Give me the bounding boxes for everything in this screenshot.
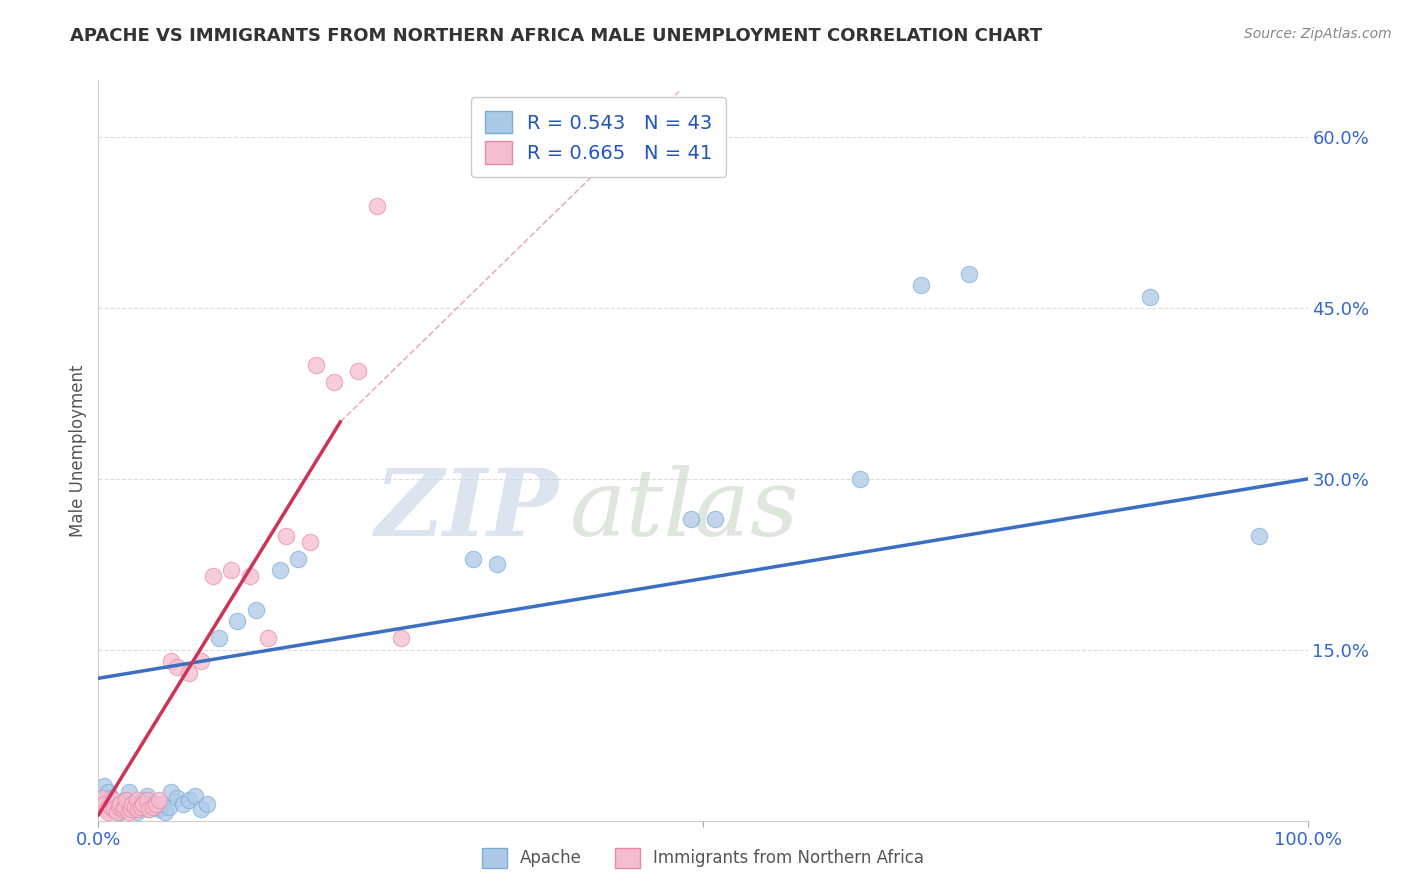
Point bbox=[1249, 529, 1271, 543]
Point bbox=[135, 793, 157, 807]
Point bbox=[153, 805, 176, 819]
Point bbox=[129, 800, 152, 814]
Point bbox=[957, 267, 980, 281]
Point bbox=[100, 790, 122, 805]
Point bbox=[157, 800, 180, 814]
Point bbox=[274, 529, 297, 543]
Point bbox=[208, 632, 231, 646]
Point bbox=[124, 797, 146, 811]
Point bbox=[93, 780, 115, 794]
Point bbox=[97, 785, 120, 799]
Point bbox=[111, 802, 134, 816]
Point bbox=[256, 632, 278, 646]
Point bbox=[299, 534, 322, 549]
Point bbox=[849, 472, 872, 486]
Point bbox=[704, 512, 727, 526]
Point bbox=[145, 797, 167, 811]
Text: atlas: atlas bbox=[569, 465, 800, 555]
Point bbox=[148, 802, 170, 816]
Text: ZIP: ZIP bbox=[374, 465, 558, 555]
Point bbox=[184, 789, 207, 803]
Legend: R = 0.543   N = 43, R = 0.665   N = 41: R = 0.543 N = 43, R = 0.665 N = 41 bbox=[471, 97, 725, 178]
Point bbox=[150, 797, 173, 811]
Point bbox=[97, 805, 120, 819]
Point bbox=[132, 797, 155, 811]
Point bbox=[179, 665, 201, 680]
Point bbox=[127, 805, 149, 819]
Point bbox=[172, 797, 194, 811]
Point bbox=[366, 198, 388, 212]
Point bbox=[245, 603, 267, 617]
Point bbox=[160, 654, 183, 668]
Point bbox=[101, 793, 124, 807]
Legend: Apache, Immigrants from Northern Africa: Apache, Immigrants from Northern Africa bbox=[475, 841, 931, 875]
Point bbox=[121, 802, 143, 816]
Point bbox=[195, 797, 218, 811]
Point bbox=[118, 785, 141, 799]
Point bbox=[323, 375, 346, 389]
Point bbox=[103, 802, 125, 816]
Point bbox=[142, 797, 165, 811]
Point bbox=[134, 793, 156, 807]
Point bbox=[389, 632, 412, 646]
Point bbox=[239, 568, 262, 582]
Point bbox=[287, 551, 309, 566]
Point bbox=[105, 802, 128, 816]
Point bbox=[108, 805, 131, 819]
Point bbox=[127, 793, 149, 807]
Point bbox=[221, 563, 243, 577]
Point bbox=[120, 802, 142, 816]
Point bbox=[121, 797, 143, 811]
Point bbox=[91, 790, 114, 805]
Point bbox=[160, 785, 183, 799]
Point bbox=[166, 660, 188, 674]
Point bbox=[127, 802, 149, 816]
Point bbox=[305, 358, 328, 372]
Text: Source: ZipAtlas.com: Source: ZipAtlas.com bbox=[1244, 27, 1392, 41]
Point bbox=[118, 805, 141, 819]
Y-axis label: Male Unemployment: Male Unemployment bbox=[69, 364, 87, 537]
Point bbox=[111, 800, 134, 814]
Point bbox=[190, 802, 212, 816]
Point bbox=[269, 563, 291, 577]
Point bbox=[679, 512, 702, 526]
Point bbox=[100, 800, 122, 814]
Point bbox=[124, 800, 146, 814]
Point bbox=[115, 793, 138, 807]
Point bbox=[347, 364, 370, 378]
Point bbox=[114, 800, 136, 814]
Point bbox=[108, 800, 131, 814]
Point bbox=[486, 558, 509, 572]
Point bbox=[190, 654, 212, 668]
Point bbox=[463, 551, 485, 566]
Point bbox=[108, 797, 131, 811]
Point bbox=[910, 278, 932, 293]
Point bbox=[166, 790, 188, 805]
Point bbox=[145, 800, 167, 814]
Point bbox=[93, 797, 115, 811]
Text: APACHE VS IMMIGRANTS FROM NORTHERN AFRICA MALE UNEMPLOYMENT CORRELATION CHART: APACHE VS IMMIGRANTS FROM NORTHERN AFRIC… bbox=[70, 27, 1042, 45]
Point bbox=[135, 789, 157, 803]
Point bbox=[138, 802, 160, 816]
Point bbox=[142, 800, 165, 814]
Point bbox=[96, 802, 118, 816]
Point bbox=[179, 793, 201, 807]
Point bbox=[1139, 290, 1161, 304]
Point bbox=[138, 802, 160, 816]
Point bbox=[101, 797, 124, 811]
Point bbox=[129, 800, 152, 814]
Point bbox=[202, 568, 225, 582]
Point bbox=[114, 793, 136, 807]
Point bbox=[148, 793, 170, 807]
Point bbox=[105, 805, 128, 819]
Point bbox=[226, 615, 249, 629]
